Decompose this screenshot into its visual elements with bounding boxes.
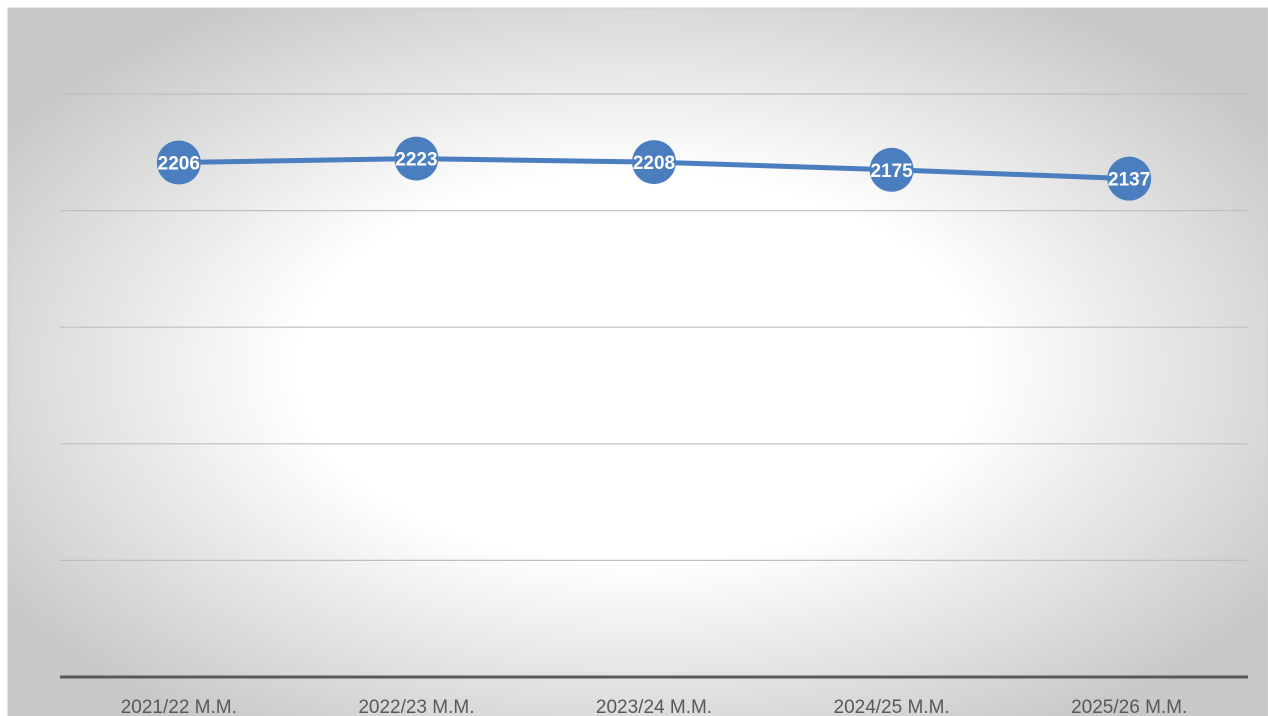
marker [869,147,914,192]
marker [1107,156,1152,201]
chart-area [7,7,1268,716]
marker [394,136,439,181]
x-tick-label: 2022/23 M.M. [358,697,474,716]
marker [156,140,201,185]
marker [632,140,676,185]
data-label: 2206 [158,154,200,175]
x-tick-label: 2021/22 M.M. [121,697,237,716]
x-tick-label: 2024/25 M.M. [834,697,950,716]
data-label: 2137 [1108,170,1150,191]
data-label: 2208 [633,153,675,174]
data-label: 2223 [395,150,437,171]
x-tick-label: 2025/26 M.M. [1071,697,1187,716]
x-tick-label: 2023/24 M.M. [596,697,712,716]
data-label: 2175 [870,161,913,182]
